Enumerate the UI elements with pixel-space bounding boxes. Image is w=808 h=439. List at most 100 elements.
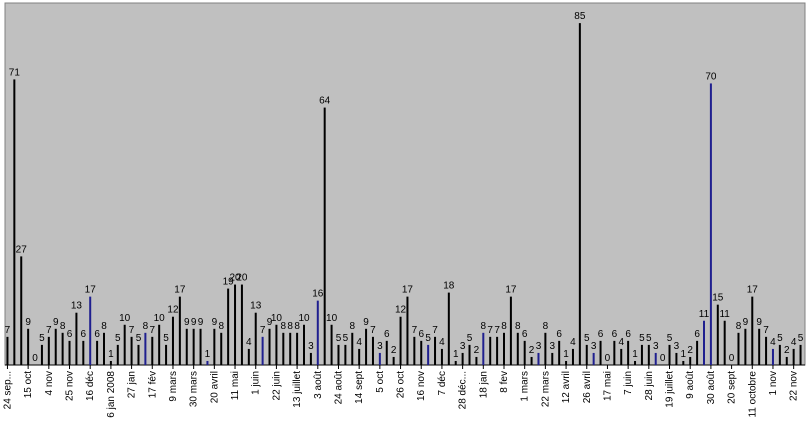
data-label: 10 <box>271 313 283 324</box>
data-label: 5 <box>777 333 783 344</box>
bar <box>634 360 637 365</box>
bar <box>599 340 602 365</box>
bar <box>640 344 643 365</box>
x-tick-label: 27 jan <box>127 371 138 398</box>
bar <box>799 344 802 365</box>
bar <box>482 332 485 365</box>
bar <box>516 332 519 365</box>
bar <box>54 328 57 365</box>
plot-area <box>4 2 806 366</box>
bar <box>330 324 333 365</box>
data-label: 7 <box>370 325 376 336</box>
data-label: 8 <box>515 321 521 332</box>
data-label: 8 <box>218 321 224 332</box>
data-label: 7 <box>487 325 493 336</box>
x-tick-label: 28 déc... <box>458 371 469 409</box>
bar <box>654 352 657 365</box>
data-label: 1 <box>563 349 569 360</box>
data-label: 5 <box>667 333 673 344</box>
data-label: 4 <box>618 337 624 348</box>
x-tick-label: 24 sep... <box>2 371 13 409</box>
data-label: 5 <box>584 333 590 344</box>
bar <box>751 296 754 365</box>
data-label: 6 <box>94 329 100 340</box>
bar <box>199 328 202 365</box>
data-label: 13 <box>250 301 262 312</box>
x-tick-label: 30 août <box>706 371 717 405</box>
data-label: 4 <box>439 337 445 348</box>
bar <box>109 360 112 365</box>
bar <box>185 328 188 365</box>
data-label: 5 <box>646 333 652 344</box>
bar <box>571 348 574 365</box>
data-label: 11 <box>719 309 730 320</box>
bar <box>399 316 402 365</box>
bar <box>744 328 747 365</box>
x-tick-label: 8 fev <box>499 371 510 393</box>
x-tick-label: 1 juin <box>251 371 262 395</box>
data-label: 9 <box>212 317 218 328</box>
data-label: 5 <box>343 333 349 344</box>
data-label: 7 <box>149 325 155 336</box>
bar <box>82 340 85 365</box>
data-label: 5 <box>163 333 169 344</box>
data-label: 17 <box>747 285 759 296</box>
bar <box>323 107 326 366</box>
data-label: 8 <box>101 321 107 332</box>
data-label: 2 <box>784 345 790 356</box>
data-label: 2 <box>391 345 397 356</box>
bar <box>461 352 464 365</box>
bar <box>440 348 443 365</box>
data-label: 3 <box>591 341 597 352</box>
data-label: 6 <box>612 329 618 340</box>
bar <box>96 340 99 365</box>
bar <box>103 332 105 365</box>
data-label: 5 <box>425 333 431 344</box>
bar <box>365 328 368 365</box>
bar <box>585 344 588 365</box>
data-label: 6 <box>384 329 390 340</box>
bar <box>316 300 319 365</box>
data-label: 8 <box>736 321 742 332</box>
data-label: 9 <box>53 317 59 328</box>
bar <box>785 356 788 365</box>
data-label: 19 <box>223 277 235 288</box>
data-label: 9 <box>267 317 273 328</box>
data-label: 4 <box>570 337 576 348</box>
bar <box>496 336 499 365</box>
bar <box>20 256 23 365</box>
data-label: 7 <box>432 325 438 336</box>
bar <box>89 296 92 365</box>
data-label: 17 <box>402 285 414 296</box>
data-label: 6 <box>694 329 700 340</box>
bar <box>137 344 140 365</box>
bar <box>454 360 457 365</box>
bar <box>178 296 181 365</box>
bar <box>68 340 71 365</box>
data-label: 17 <box>505 285 517 296</box>
data-label: 8 <box>281 321 287 332</box>
bar <box>696 340 699 365</box>
bar <box>213 328 216 365</box>
bar <box>61 332 64 365</box>
bar <box>578 23 581 365</box>
x-tick-label: 4 nov <box>44 371 55 395</box>
bar <box>778 344 781 365</box>
data-label: 6 <box>598 329 604 340</box>
bar <box>758 328 761 365</box>
bar <box>261 336 264 365</box>
bar <box>413 336 416 365</box>
data-label: 11 <box>699 309 710 320</box>
data-label: 3 <box>377 341 383 352</box>
bar <box>544 332 547 365</box>
bar <box>358 348 361 365</box>
bar <box>337 344 340 365</box>
bar <box>668 344 671 365</box>
x-tick-label: 22 nov <box>789 371 800 401</box>
bar <box>420 340 423 365</box>
x-tick-label: 28 juin <box>644 371 655 400</box>
data-label: 7 <box>5 325 11 336</box>
x-tick-label: 16 nov <box>416 371 427 401</box>
data-label: 10 <box>326 313 338 324</box>
data-label: 8 <box>294 321 300 332</box>
